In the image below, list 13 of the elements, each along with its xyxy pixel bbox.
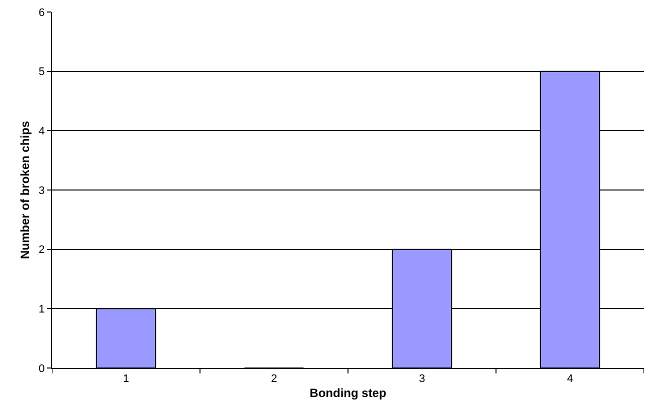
x-tick-label: 2: [270, 373, 278, 386]
x-tick-label: 1: [122, 373, 130, 386]
y-tick-label: 1: [38, 304, 45, 316]
y-tick-label: 6: [38, 6, 45, 19]
y-tick-label: 0: [38, 362, 45, 375]
y-tick-label: 4: [38, 126, 45, 138]
y-tick-label: 5: [38, 66, 45, 78]
x-tick-label: 4: [566, 373, 574, 386]
y-axis-title: Number of broken chips: [18, 120, 32, 260]
y-tick-label: 3: [38, 184, 45, 197]
x-tick-label: 3: [418, 373, 426, 386]
y-tick-label: 2: [38, 244, 45, 256]
x-axis-title: Bonding step: [310, 386, 386, 400]
